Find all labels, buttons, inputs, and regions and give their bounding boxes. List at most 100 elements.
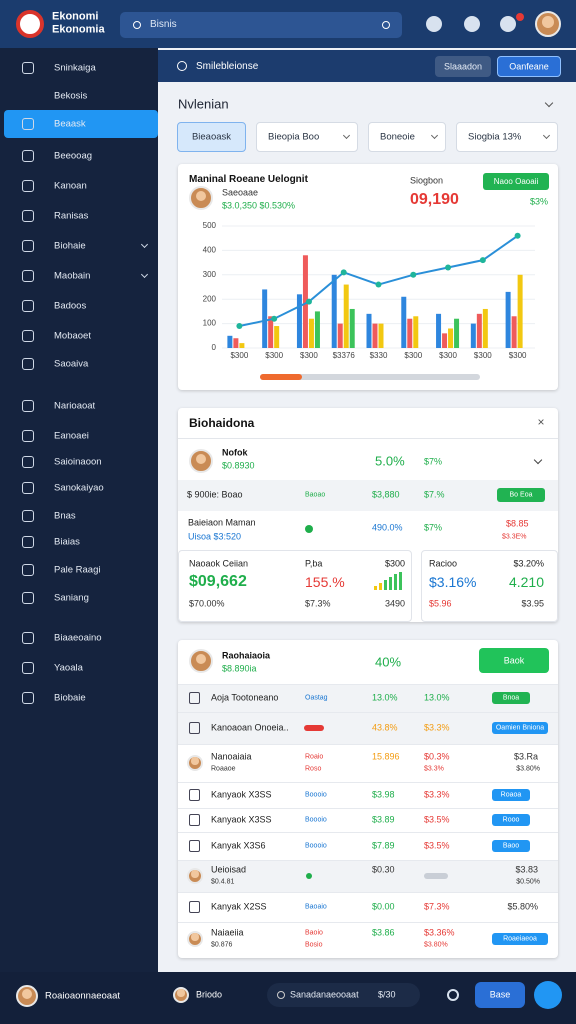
close-icon[interactable]: × (537, 415, 545, 429)
scroll-thumb[interactable] (260, 374, 302, 380)
avatar-face (22, 989, 32, 999)
bar (227, 335, 233, 348)
row-sep (178, 832, 558, 833)
y-tick-label: 500 (203, 221, 217, 230)
row-sep (178, 782, 558, 783)
avatar-face (542, 16, 554, 28)
mini-bar (389, 577, 392, 590)
row-bg (178, 480, 558, 511)
button[interactable] (492, 789, 530, 801)
text: $7.% (424, 489, 445, 500)
bar (308, 318, 314, 348)
filter[interactable] (368, 122, 446, 152)
x-tick-label: $300 (404, 351, 422, 360)
line-point (236, 323, 243, 330)
mini-bar (379, 583, 382, 590)
button[interactable] (483, 173, 549, 190)
bar (413, 316, 419, 348)
x-tick-label: $300 (509, 351, 527, 360)
text: Kanyaok X3SS (211, 814, 272, 825)
sidebar-item: Bnas (54, 510, 76, 522)
text: $70.00% (189, 598, 225, 609)
line-point (410, 271, 417, 278)
sidebar-icon (22, 150, 34, 162)
stat-box (421, 550, 558, 622)
avatar-face (195, 453, 207, 465)
bar (505, 291, 511, 348)
button[interactable] (435, 56, 491, 77)
text: $7% (424, 522, 443, 533)
text: Maninal Roeane Uelognit (189, 174, 308, 185)
text: Bo Eoa (509, 491, 533, 499)
text: Ueioisad (211, 864, 247, 875)
text: Roaoa (500, 791, 522, 799)
text: $0.3% (424, 751, 450, 762)
bar (302, 255, 308, 348)
button[interactable] (497, 56, 561, 77)
line-point (514, 232, 521, 239)
row-icon (189, 692, 200, 704)
x-tick-label: $300 (300, 351, 318, 360)
button[interactable] (492, 840, 530, 852)
line-point (479, 257, 486, 264)
mini-bar (394, 574, 397, 590)
text: $5.96 (429, 598, 452, 609)
text: $0.50% (516, 878, 540, 886)
text: $300 (384, 558, 405, 569)
text: Kanyaok X3SS (211, 789, 272, 800)
bar (470, 323, 476, 348)
card (178, 164, 558, 390)
sidebar-item: Badoos (54, 300, 87, 312)
row-sep (178, 860, 558, 861)
text: Boooio (305, 842, 327, 850)
badge (516, 13, 524, 21)
text: $3.3% (424, 789, 450, 800)
text: $3.89 (372, 814, 395, 825)
sidebar-icon (22, 510, 34, 522)
text: P,ba (305, 558, 323, 569)
topbar-icon (177, 61, 187, 71)
sidebar-item: Saoaiva (54, 358, 89, 370)
footer-search[interactable] (267, 983, 420, 1007)
text: $3.3% (424, 765, 444, 773)
x-tick-label: $300 (230, 351, 248, 360)
sidebar-icon (22, 482, 34, 494)
filter-label: Bieaoask (191, 131, 232, 143)
row-sep (178, 712, 558, 713)
text: $8.890ia (222, 663, 257, 674)
text: Uisoa $3:520 (188, 531, 242, 542)
text: $3.20% (513, 558, 544, 569)
x-tick-label: $300 (439, 351, 457, 360)
button[interactable] (497, 488, 545, 502)
text: $3.98 (372, 789, 395, 800)
status-dot (306, 873, 312, 879)
search-box[interactable] (120, 12, 402, 38)
bar (343, 284, 349, 348)
button[interactable] (479, 648, 549, 673)
button[interactable] (492, 692, 530, 704)
text: Roaaoe (211, 765, 236, 773)
button[interactable] (475, 982, 525, 1008)
text: $3.Ra (513, 751, 538, 762)
x-tick-label: $330 (370, 351, 388, 360)
text: Oastag (305, 694, 328, 702)
button[interactable] (492, 933, 548, 945)
text: 490.0% (372, 522, 403, 533)
text: $3.83 (515, 864, 538, 875)
row-sep (178, 744, 558, 745)
bar (511, 316, 517, 348)
text: Baieiaon Maman (188, 517, 256, 528)
text: $/30 (378, 989, 396, 1000)
button[interactable] (492, 814, 530, 826)
text: $7.89 (372, 840, 395, 851)
scrollbar[interactable] (260, 374, 480, 380)
filter[interactable] (456, 122, 558, 152)
sidebar-icon (22, 62, 34, 74)
text: $3.5% (424, 814, 450, 825)
filter[interactable] (177, 122, 246, 152)
text: 155.% (305, 574, 345, 590)
button[interactable] (492, 722, 548, 734)
filter[interactable] (256, 122, 358, 152)
sidebar-item: Beaask (54, 118, 86, 130)
text: 40% (375, 654, 402, 670)
